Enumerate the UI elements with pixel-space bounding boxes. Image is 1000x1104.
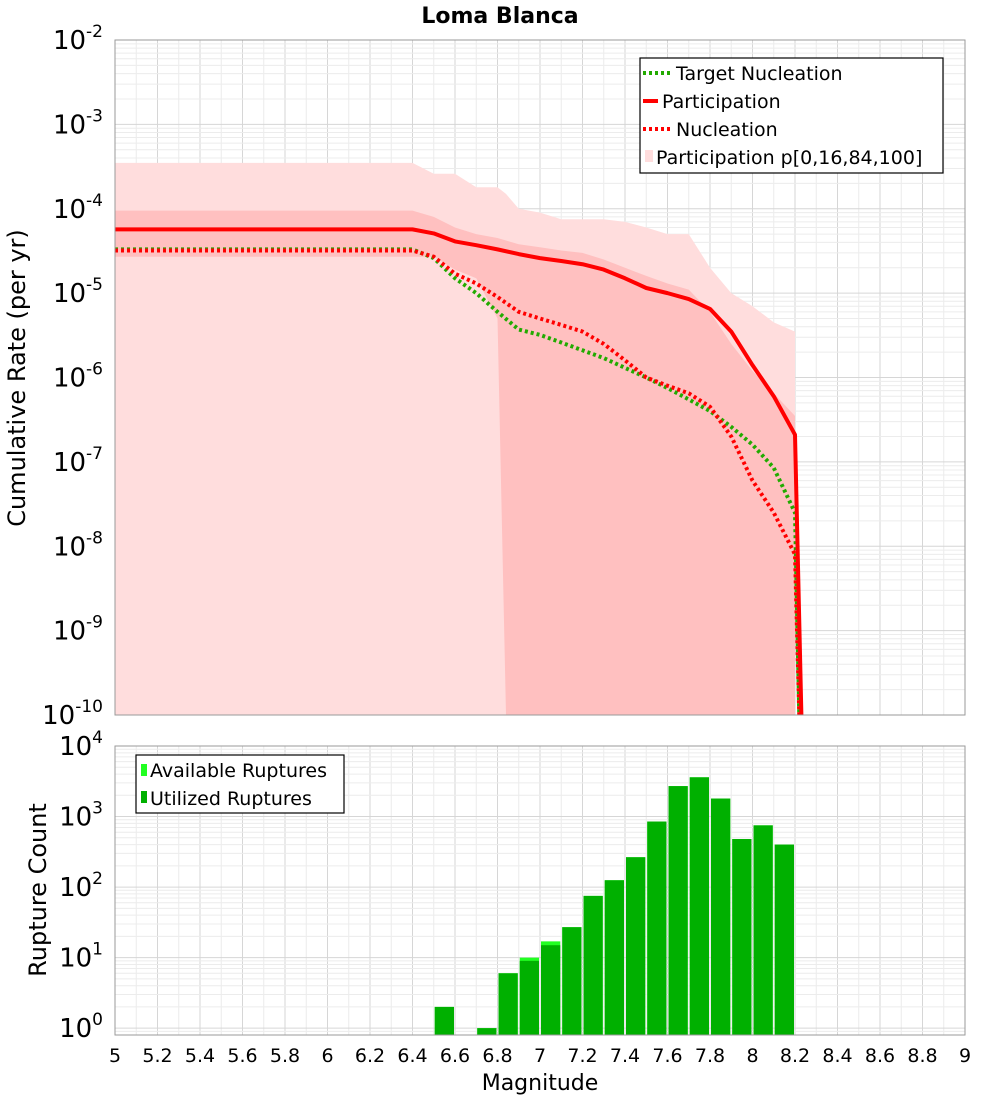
legend-label-participation: Participation <box>662 91 781 113</box>
legend-swatch-utilized <box>141 791 147 803</box>
rate-y-ticks: 10-2 10-3 10-4 10-5 10-6 10-7 10-8 10-9 10-10 <box>42 22 103 731</box>
legend-label-nucleation: Nucleation <box>676 119 778 141</box>
count-y-axis-label: Rupture Count <box>24 803 52 977</box>
bar-utilized <box>753 825 773 1035</box>
count-y-tick-label: 103 <box>59 799 103 833</box>
bar-utilized <box>583 895 603 1035</box>
rate-plot-frame <box>114 39 966 716</box>
series-line-participation <box>115 227 804 716</box>
rate-y-tick-label: 10-8 <box>53 528 103 562</box>
bar-utilized <box>711 798 731 1035</box>
rate-y-tick-label: 10-5 <box>53 275 103 309</box>
bar-utilized <box>626 857 646 1035</box>
chart-title: Loma Blanca <box>421 4 578 29</box>
rate-lines <box>115 227 804 716</box>
legend-label-available: Available Ruptures <box>150 760 327 782</box>
count-bars <box>434 777 794 1035</box>
count-y-tick-label: 101 <box>59 940 103 974</box>
bar-utilized <box>541 945 561 1035</box>
count-x-ticks: 5 5.2 5.4 5.6 5.8 6 6.2 6.4 6.6 6.8 7 7.2 7.4 7.6 7.8 8… <box>109 1045 971 1067</box>
count-x-tick-label: 6 <box>321 1045 333 1067</box>
rate-bands <box>115 162 795 716</box>
count-y-tick-label: 104 <box>59 728 103 762</box>
band-p16-p84 <box>115 210 795 715</box>
count-x-tick-label: 5.4 <box>185 1045 215 1067</box>
rate-y-tick-label: 10-3 <box>53 106 103 140</box>
legend-swatch-available <box>141 764 147 776</box>
count-x-tick-label: 8.2 <box>780 1045 810 1067</box>
rate-y-tick-label: 10-9 <box>53 613 103 647</box>
rate-y-tick-label: 10-10 <box>42 697 103 731</box>
bar-utilized <box>434 1006 454 1035</box>
rate-panel: 10-2 10-3 10-4 10-5 10-6 10-7 10-8 10-9 10-10 Cu… <box>3 22 966 731</box>
bar-utilized <box>519 960 539 1035</box>
count-y-ticks: 104 103 102 101 100 <box>59 728 103 1044</box>
count-x-tick-label: 7.8 <box>695 1045 725 1067</box>
count-x-tick-label: 8.6 <box>865 1045 895 1067</box>
count-grid <box>114 746 966 1036</box>
series-line-nucleation <box>115 248 802 716</box>
count-x-tick-label: 8.8 <box>907 1045 937 1067</box>
count-x-tick-label: 7.6 <box>652 1045 682 1067</box>
count-x-tick-label: 5.8 <box>270 1045 300 1067</box>
bar-utilized <box>668 786 688 1035</box>
rate-legend-box <box>639 57 944 174</box>
count-x-tick-label: 5 <box>109 1045 121 1067</box>
count-x-tick-label: 5.2 <box>142 1045 172 1067</box>
bar-utilized <box>732 839 752 1035</box>
bar-utilized <box>774 844 794 1035</box>
count-x-tick-label: 7.2 <box>567 1045 597 1067</box>
count-x-axis-label: Magnitude <box>482 1071 599 1096</box>
rate-y-tick-label: 10-4 <box>53 191 103 225</box>
legend-swatch-participation-band <box>645 150 653 162</box>
bar-utilized <box>498 973 518 1035</box>
bar-utilized <box>604 880 624 1035</box>
count-legend-box <box>135 754 345 814</box>
legend-label-participation-band: Participation p[0,16,84,100] <box>656 147 922 169</box>
legend-label-utilized: Utilized Ruptures <box>150 788 312 810</box>
rate-legend: Target Nucleation Participation Nucleati… <box>639 57 944 174</box>
rate-y-axis-label: Cumulative Rate (per yr) <box>3 229 31 527</box>
count-x-tick-label: 6.6 <box>440 1045 470 1067</box>
count-x-tick-label: 5.6 <box>227 1045 257 1067</box>
bar-utilized <box>562 927 582 1035</box>
count-plot-frame <box>114 745 966 1036</box>
legend-label-target-nucleation: Target Nucleation <box>675 63 843 85</box>
count-x-tick-label: 6.8 <box>482 1045 512 1067</box>
rate-y-tick-label: 10-6 <box>53 360 103 394</box>
count-panel: 104 103 102 101 100 5 5.2 5.4 5.6 5.8 6 6.2 6.4 6.6 6… <box>24 728 971 1096</box>
rate-y-tick-label: 10-2 <box>53 22 103 56</box>
count-x-tick-label: 7 <box>534 1045 546 1067</box>
count-x-tick-label: 8 <box>746 1045 758 1067</box>
rate-y-tick-label: 10-7 <box>53 444 103 478</box>
bar-utilized <box>477 1028 497 1035</box>
bar-utilized <box>647 821 667 1035</box>
count-x-tick-label: 7.4 <box>610 1045 640 1067</box>
count-x-tick-label: 6.2 <box>355 1045 385 1067</box>
count-x-tick-label: 6.4 <box>397 1045 427 1067</box>
count-y-tick-label: 102 <box>59 869 103 903</box>
bar-utilized <box>689 777 709 1035</box>
count-x-tick-label: 8.4 <box>822 1045 852 1067</box>
count-y-tick-label: 100 <box>59 1010 103 1044</box>
count-x-tick-label: 9 <box>959 1045 971 1067</box>
count-legend: Available Ruptures Utilized Ruptures <box>135 754 345 814</box>
